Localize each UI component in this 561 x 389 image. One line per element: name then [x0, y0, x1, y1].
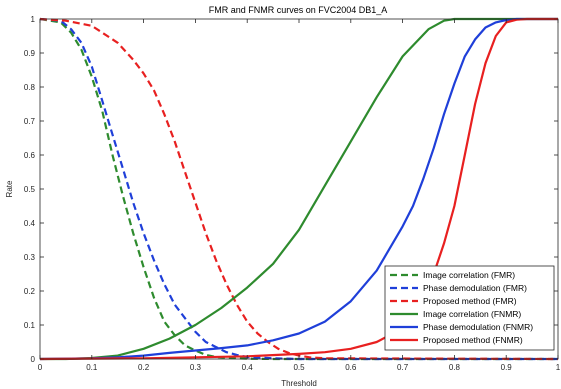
- x-tick-label: 0.8: [449, 363, 461, 372]
- y-tick-label: 0.3: [24, 253, 36, 262]
- y-axis-title: Rate: [5, 180, 14, 197]
- x-tick-label: 0.3: [190, 363, 202, 372]
- y-tick-label: 0.2: [24, 287, 36, 296]
- series-line-2: [39, 17, 559, 361]
- x-tick-label: 0.2: [138, 363, 150, 372]
- legend-label-5: Proposed method (FNMR): [423, 335, 523, 345]
- series-line-1: [39, 17, 558, 361]
- x-tick-label: 0.5: [293, 363, 305, 372]
- legend-label-1: Phase demodulation (FMR): [423, 283, 527, 293]
- legend-label-4: Phase demodulation (FNMR): [423, 322, 533, 332]
- legend-box: [384, 265, 555, 351]
- series-line-0: [39, 17, 558, 361]
- series-line-4: [39, 17, 558, 361]
- y-tick-label: 0.1: [24, 321, 36, 330]
- y-tick-label: 0.9: [24, 49, 36, 58]
- y-tick-label: 0.7: [24, 117, 36, 126]
- legend-label-0: Image correlation (FMR): [423, 270, 515, 280]
- x-tick-label: 0.6: [345, 363, 357, 372]
- x-tick-label: 0.9: [501, 363, 513, 372]
- y-tick-label: 0.4: [24, 219, 36, 228]
- y-tick-label: 0.5: [24, 185, 36, 194]
- y-tick-label: 0.8: [24, 83, 36, 92]
- x-tick-label: 0.4: [242, 363, 254, 372]
- x-tick-label: 0.7: [397, 363, 409, 372]
- x-tick-label: 0: [38, 363, 43, 372]
- series-line-3: [40, 17, 558, 361]
- legend-label-2: Proposed method (FMR): [423, 296, 517, 306]
- chart-title: FMR and FNMR curves on FVC2004 DB1_A: [209, 5, 388, 15]
- y-tick-label: 1: [31, 15, 36, 24]
- y-tick-label: 0.6: [24, 151, 36, 160]
- x-tick-label: 1: [556, 363, 561, 372]
- y-tick-label: 0: [31, 355, 36, 364]
- legend-label-3: Image correlation (FNMR): [423, 309, 521, 319]
- legend: Image correlation (FMR) Phase demodulatio…: [384, 265, 555, 351]
- x-tick-label: 0.1: [86, 363, 98, 372]
- axes-layer: 0 0.1 0.2 0.3 0.4 0.5 0.6 0.7 0.8 0.9 1 0 0.1 0.2 0.3 0…: [24, 15, 561, 372]
- x-axis-title: Threshold: [281, 379, 317, 388]
